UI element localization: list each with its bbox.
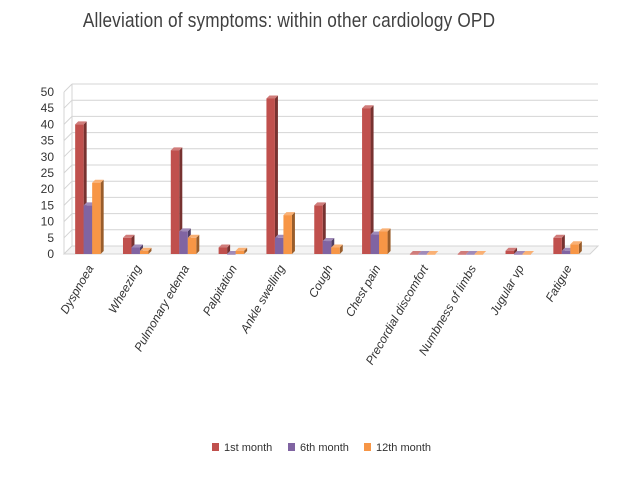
x-tick-label: Cough: [306, 262, 336, 300]
y-tick-label: 50: [41, 85, 55, 99]
y-tick-label: 15: [41, 198, 55, 212]
legend: 1st month 6th month 12th month: [212, 442, 431, 454]
bar: [139, 247, 152, 254]
bar: [466, 251, 478, 255]
x-tick-label: Dyspnoea: [57, 262, 96, 316]
gridline-side: [63, 229, 73, 239]
bar: [331, 244, 343, 254]
y-tick-label: 20: [41, 182, 55, 196]
bar: [235, 247, 248, 254]
legend-swatch: [288, 443, 295, 451]
legend-swatch: [364, 443, 371, 451]
x-tick-label: Jugular vp: [487, 262, 527, 318]
legend-item: 12th month: [364, 442, 431, 454]
gridline-side: [63, 148, 73, 158]
gridline-side: [63, 164, 73, 174]
y-tick-label: 30: [41, 150, 55, 164]
legend-label: 6th month: [300, 442, 349, 454]
bar: [92, 179, 104, 254]
bar: [379, 228, 391, 254]
bar: [409, 251, 422, 255]
legend-item: 6th month: [288, 442, 349, 454]
gridline-side: [63, 197, 73, 206]
gridline-side: [63, 83, 73, 93]
bar: [505, 247, 518, 254]
bar: [218, 244, 231, 254]
legend-label: 1st month: [224, 442, 272, 454]
x-tick-label: Ankle swelling: [237, 262, 288, 336]
x-tick-label: Chest pain: [343, 262, 384, 319]
y-tick-label: 10: [41, 215, 55, 229]
y-tick-label: 25: [41, 166, 55, 180]
legend-swatch: [212, 443, 219, 451]
y-tick-label: 45: [41, 101, 55, 115]
bar: [426, 251, 439, 255]
bars-layer: [75, 95, 582, 255]
x-tick-label: Fatigue: [543, 262, 575, 304]
bar: [570, 241, 582, 254]
gridline-side: [63, 132, 73, 141]
gridline-side: [63, 116, 73, 125]
bar: [266, 95, 278, 254]
gridline-side: [63, 99, 73, 109]
y-tick-label: 35: [41, 134, 55, 148]
axis-layer: [62, 84, 600, 255]
bar: [418, 251, 430, 255]
grid-layer: [63, 83, 598, 255]
bar: [170, 147, 183, 254]
gridline-side: [63, 180, 73, 190]
bar: [187, 234, 200, 254]
bar: [474, 251, 487, 255]
x-tick-label: Palpitation: [200, 262, 240, 318]
bar: [362, 105, 374, 254]
legend-item: 1st month: [212, 442, 272, 454]
bar: [283, 212, 295, 254]
y-tick-labels: 0 5 10 15 20 25 30 35 40 45 50: [41, 85, 55, 261]
y-tick-label: 0: [47, 247, 54, 261]
chart-title: Alleviation of symptoms: within other ca…: [82, 10, 496, 32]
bar: [514, 251, 526, 255]
bar: [457, 251, 470, 255]
y-tick-label: 40: [41, 117, 55, 131]
gridline-side: [63, 213, 73, 222]
bar: [522, 251, 535, 255]
x-tick-label: Wheezing: [106, 262, 145, 315]
y-tick-label: 5: [47, 231, 54, 245]
legend-label: 12th month: [376, 442, 431, 454]
